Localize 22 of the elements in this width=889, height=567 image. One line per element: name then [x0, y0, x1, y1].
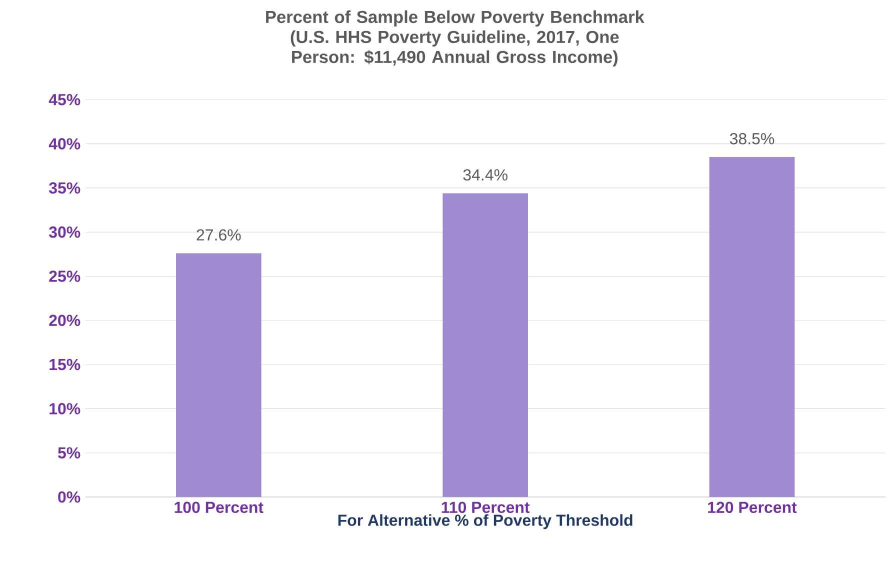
chart-title: Percent of Sample Below Poverty Benchmark	[266, 10, 644, 27]
bar	[709, 157, 795, 497]
y-tick-label: 40%	[48, 138, 80, 150]
y-tick-label: 30%	[48, 226, 80, 238]
x-tick-label: 110 Percent	[442, 502, 530, 514]
data-label: 27.6%	[196, 229, 241, 241]
y-tick-label: 20%	[49, 314, 80, 326]
data-label: 34.4%	[463, 169, 508, 181]
y-tick-label: 35%	[48, 182, 80, 194]
x-axis-title: For Alternative % of Poverty Threshold	[338, 514, 632, 530]
chart-subtitle: (U.S. HHS Poverty Guideline, 2017, One Person: $11,490 Annual Gross Income)	[290, 30, 619, 67]
y-tick-label: 10%	[50, 403, 80, 414]
y-tick-label: 5%	[58, 447, 80, 458]
bar	[442, 193, 528, 497]
y-tick-label: 25%	[49, 270, 80, 282]
x-tick-label: 120 Percent	[708, 502, 797, 514]
bar	[176, 253, 262, 497]
data-label: 38.5%	[730, 133, 774, 144]
y-tick-label: 45%	[48, 94, 80, 106]
y-tick-label: 0%	[58, 491, 80, 503]
x-tick-label: 100 Percent	[174, 502, 264, 514]
y-tick-label: 15%	[50, 358, 80, 370]
